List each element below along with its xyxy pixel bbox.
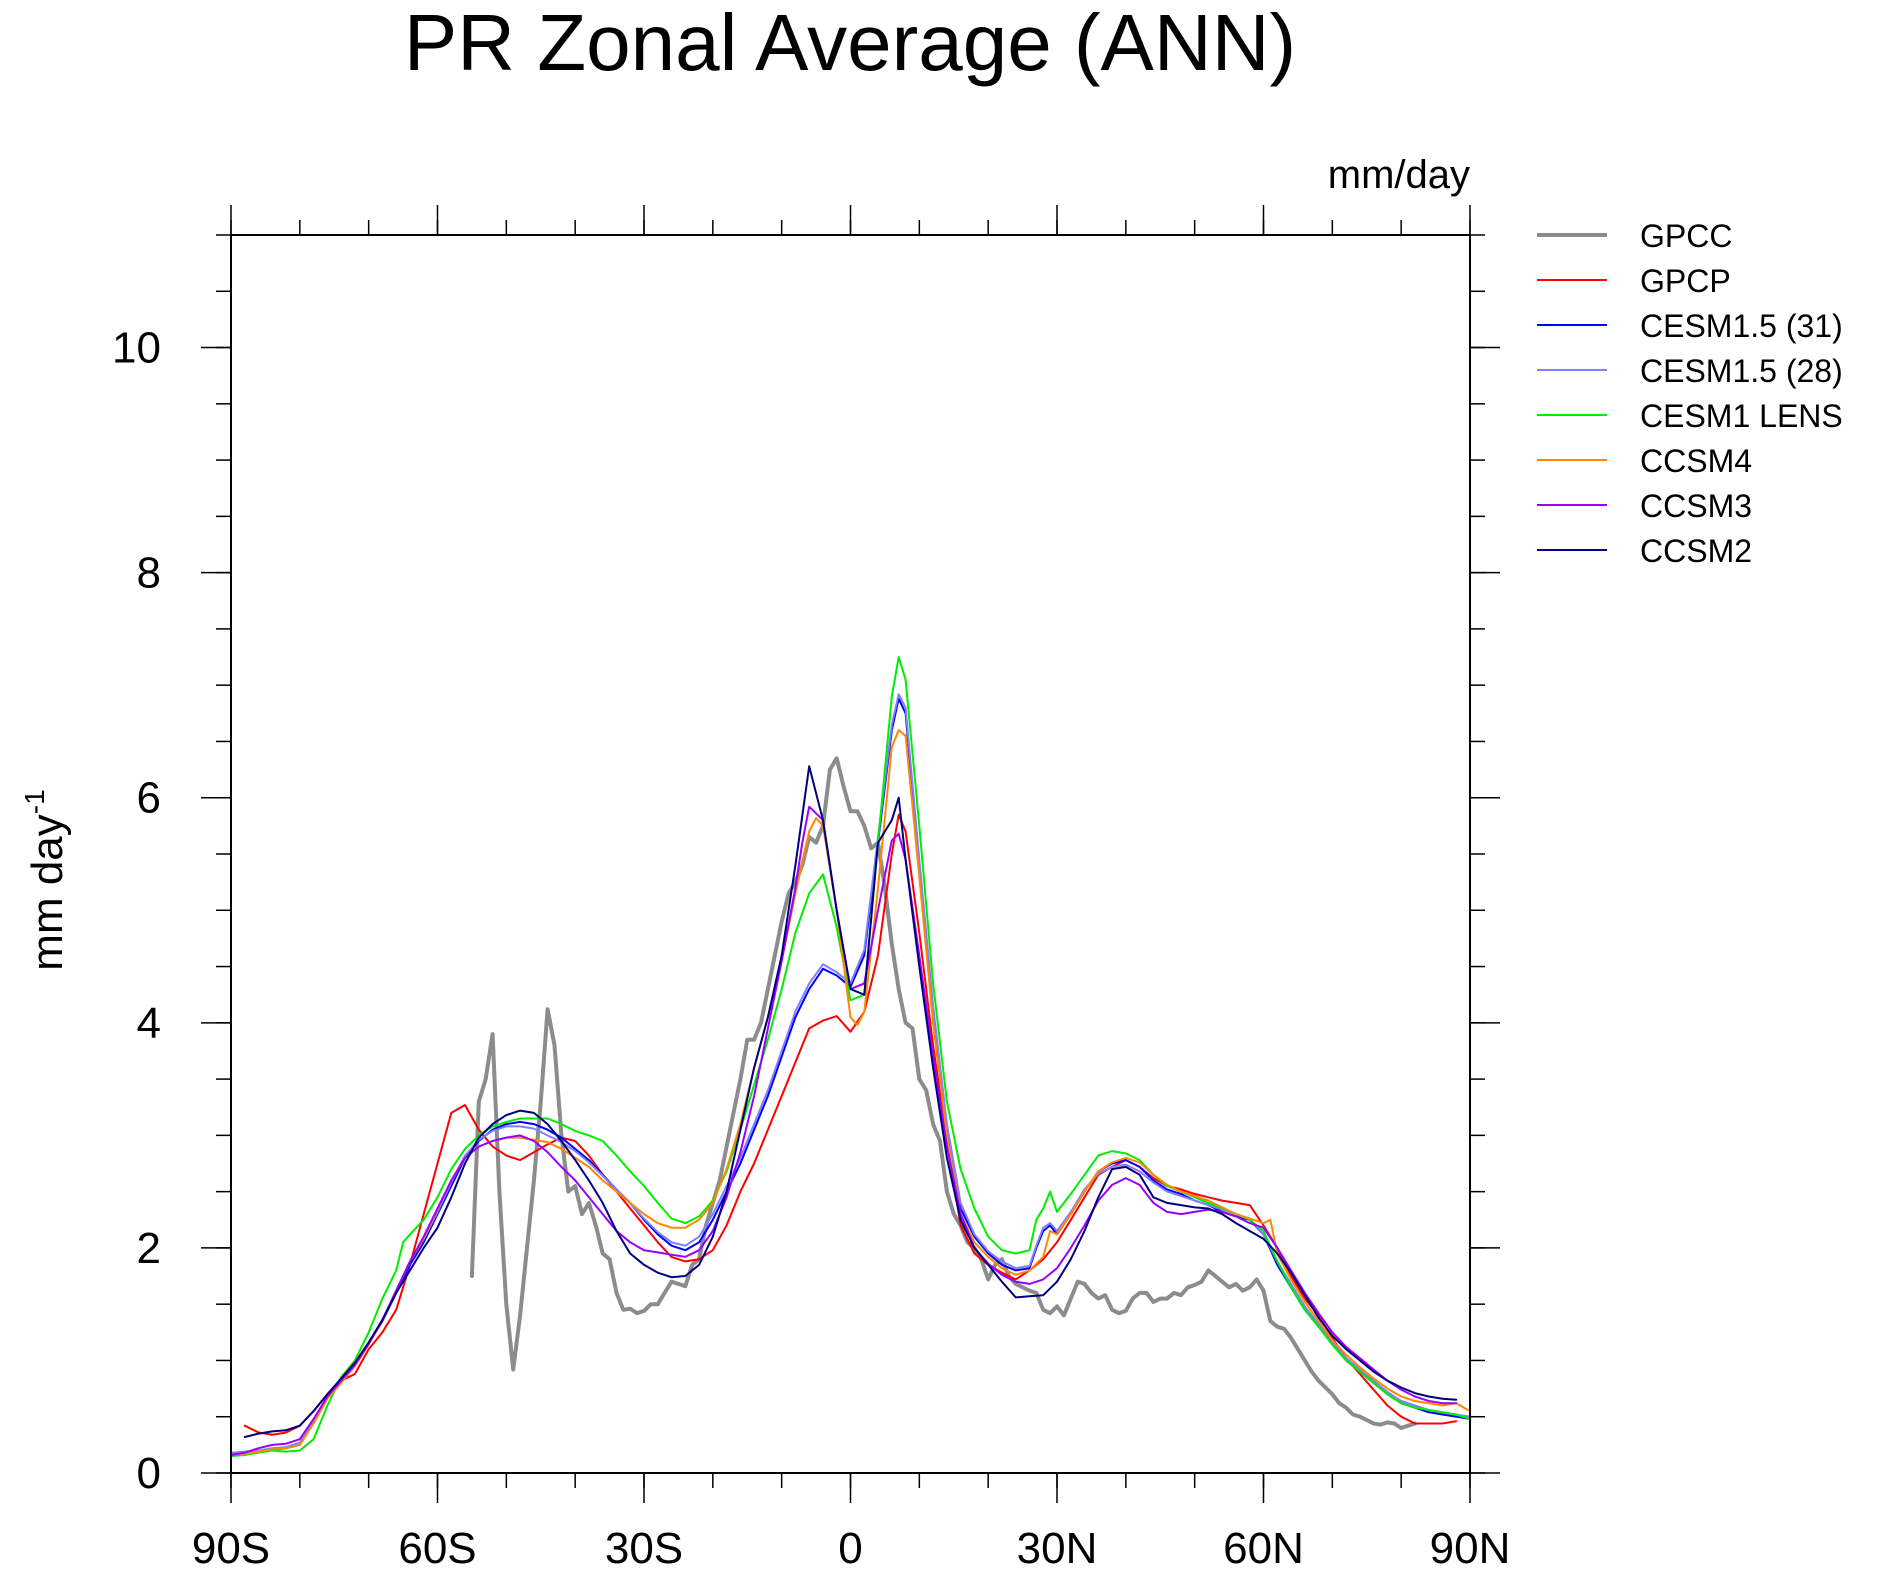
chart-title: PR Zonal Average (ANN) [404,0,1296,87]
legend-label-ccsm4: CCSM4 [1640,443,1752,479]
plot-frame [230,234,1471,1474]
legend-label-cesm1-lens: CESM1 LENS [1640,398,1843,434]
series-line-gpcp [243,813,1458,1436]
y-tick-label: 4 [137,999,161,1048]
x-tick-label: 30N [1017,1524,1098,1573]
series-line-cesm1-lens [230,656,1471,1458]
y-tick-label: 10 [112,324,161,373]
y-axis-label-superscript: -1 [19,789,50,814]
y-axis-label: mm day [23,814,72,970]
y-axis-title: mm day-1 [19,789,72,970]
legend-label-ccsm3: CCSM3 [1640,488,1752,524]
x-tick-label: 0 [838,1524,862,1573]
series-line-ccsm2 [243,765,1458,1438]
series-line-ccsm4 [230,729,1471,1456]
legend-label-cesm1-5-28: CESM1.5 (28) [1640,353,1843,389]
legend: GPCC GPCP CESM1.5 (31) CESM1.5 (28) CESM1 LE… [1537,218,1843,569]
svg-text:mm day-1: mm day-1 [19,789,72,970]
legend-label-ccsm2: CCSM2 [1640,533,1752,569]
x-tick-label: 60S [398,1524,476,1573]
units-label: mm/day [1328,153,1470,197]
series-line-ccsm3 [230,805,1458,1456]
x-tick-label: 90S [192,1524,270,1573]
x-tick-label: 60N [1223,1524,1304,1573]
legend-label-gpcp: GPCP [1640,263,1731,299]
x-tick-label: 30S [605,1524,683,1573]
axis-tick-labels: 90S 60S 30S 0 30N 60N 90N 0 2 4 6 8 10 [112,324,1510,1573]
y-tick-label: 2 [137,1224,161,1273]
y-tick-label: 8 [137,549,161,598]
y-tick-label: 6 [137,774,161,823]
axis-ticks [201,205,1500,1503]
legend-label-cesm1-5-31: CESM1.5 (31) [1640,308,1843,344]
series-line-gpcc [469,756,1417,1430]
y-tick-label: 0 [137,1449,161,1498]
x-tick-label: 90N [1430,1524,1511,1573]
legend-label-gpcc: GPCC [1640,218,1732,254]
plot-series [230,656,1471,1458]
